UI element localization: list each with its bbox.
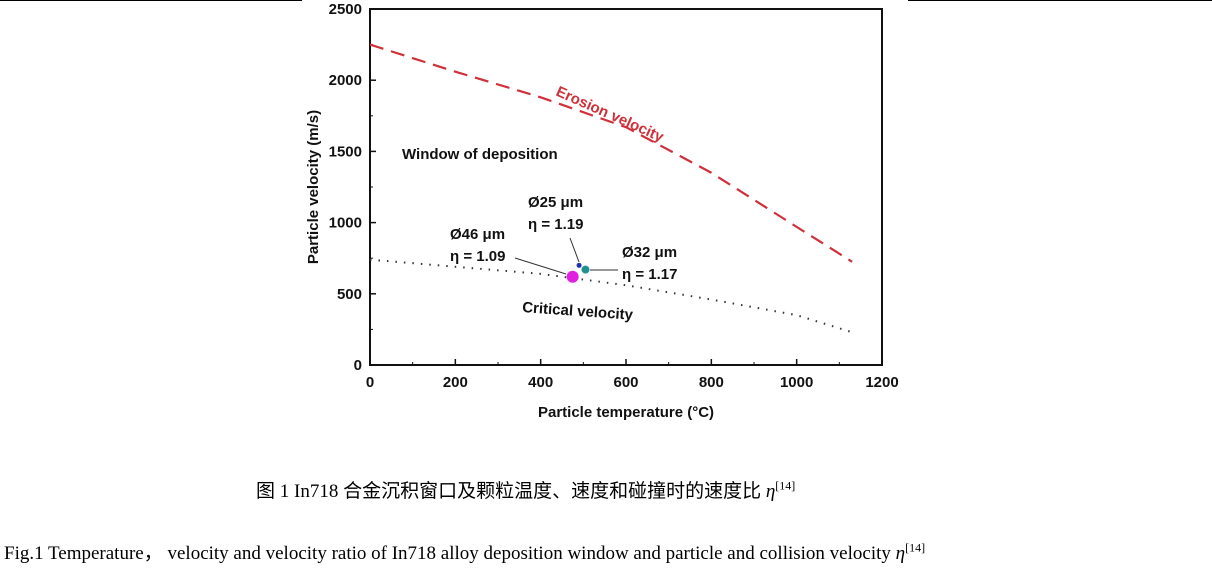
critical-velocity-label: Critical velocity bbox=[522, 299, 634, 324]
series-line-erosion bbox=[369, 43, 853, 263]
caption-cn-text: 图 1 In718 合金沉积窗口及颗粒温度、速度和碰撞时的速度比 bbox=[256, 481, 762, 502]
x-tick-label: 0 bbox=[366, 374, 374, 391]
x-tick-label: 200 bbox=[443, 374, 468, 391]
data-point bbox=[576, 262, 582, 268]
point-eta-label: η = 1.09 bbox=[450, 248, 505, 265]
data-point bbox=[566, 270, 579, 283]
caption-chinese: 图 1 In718 合金沉积窗口及颗粒温度、速度和碰撞时的速度比 η[14] bbox=[256, 476, 795, 503]
caption-eta: η bbox=[765, 481, 776, 502]
y-tick-label: 1000 bbox=[329, 215, 362, 232]
caption-ref-en: [14] bbox=[905, 540, 926, 555]
page-rule-left bbox=[0, 0, 302, 1]
y-tick-label: 2500 bbox=[329, 1, 362, 18]
data-point bbox=[581, 265, 590, 274]
point-size-label: Ø46 μm bbox=[450, 226, 505, 243]
point-size-label: Ø32 μm bbox=[622, 244, 677, 261]
x-axis-label: Particle temperature (°C) bbox=[538, 404, 714, 421]
x-tick-label: 1200 bbox=[865, 374, 898, 391]
point-size-label: Ø25 μm bbox=[528, 194, 583, 211]
erosion-velocity-label: Erosion velocity bbox=[553, 83, 666, 146]
caption-eta-en: η bbox=[895, 543, 906, 564]
x-tick-label: 400 bbox=[528, 374, 553, 391]
y-tick-label: 2000 bbox=[329, 72, 362, 89]
y-tick-label: 0 bbox=[354, 357, 362, 374]
window-of-deposition-label: Window of deposition bbox=[402, 146, 558, 163]
y-axis-label: Particle velocity (m/s) bbox=[305, 110, 322, 264]
annotation-arrow bbox=[569, 237, 580, 263]
annotation-arrow bbox=[514, 257, 567, 275]
chart: 0 200 400 600 800 1000 1200 0 500 1000 1500 2000 250… bbox=[305, 1, 899, 421]
caption-english: Fig.1 Temperature， velocity and velocity… bbox=[4, 538, 925, 565]
x-tick-label: 800 bbox=[699, 374, 724, 391]
y-tick-label: 1500 bbox=[329, 143, 362, 160]
y-tick-label: 500 bbox=[337, 286, 362, 303]
caption-en-text: Fig.1 Temperature， velocity and velocity… bbox=[4, 543, 891, 564]
point-eta-label: η = 1.17 bbox=[622, 266, 677, 283]
caption-ref: [14] bbox=[775, 478, 796, 493]
series-line-critical bbox=[369, 258, 853, 334]
page-rule-right bbox=[908, 0, 1212, 1]
point-eta-label: η = 1.19 bbox=[528, 216, 583, 233]
x-tick-label: 1000 bbox=[780, 374, 813, 391]
x-tick-label: 600 bbox=[613, 374, 638, 391]
